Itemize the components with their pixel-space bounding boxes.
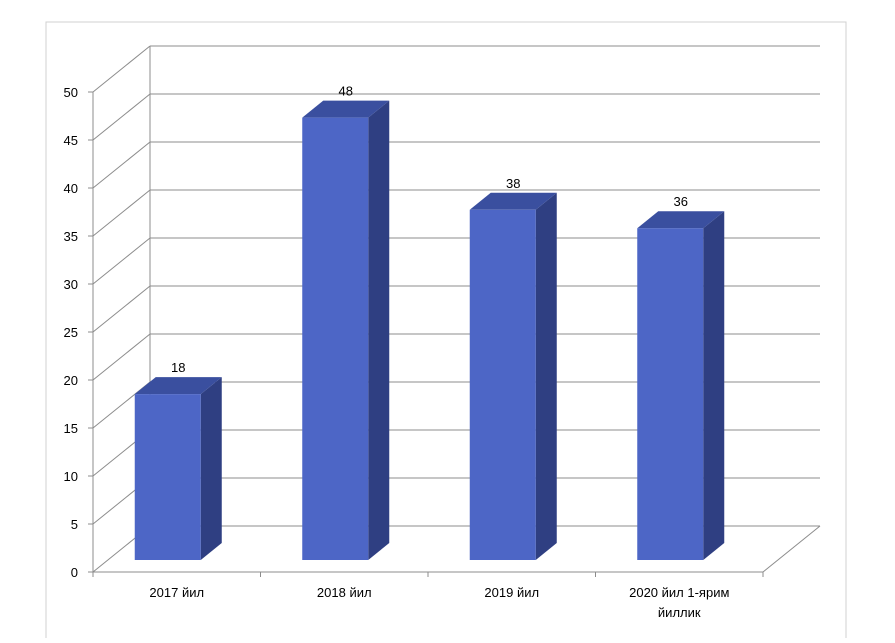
- bar-top: [469, 192, 557, 210]
- y-tick-label: 10: [64, 469, 78, 484]
- y-tick-label: 25: [64, 325, 78, 340]
- gridline-diagonal: [92, 333, 151, 381]
- y-tick-label: 40: [64, 181, 78, 196]
- bar-front: [637, 228, 704, 560]
- floor-edge: [762, 525, 821, 573]
- bar-front: [134, 394, 201, 560]
- bar-front: [469, 209, 536, 561]
- bar: [134, 377, 222, 560]
- bar-front: [302, 117, 369, 560]
- y-tick-label: 50: [64, 85, 78, 100]
- x-category-label: 2017 йил: [149, 585, 204, 600]
- bar-side: [368, 100, 390, 560]
- x-category-label: йиллик: [658, 605, 701, 620]
- bar: [302, 100, 390, 560]
- bar-side: [200, 377, 222, 560]
- bars: [134, 100, 725, 561]
- y-tick-label: 45: [64, 133, 78, 148]
- y-tick-label: 15: [64, 421, 78, 436]
- gridline-diagonal: [92, 237, 151, 285]
- data-labels: 18 48 38 36: [171, 84, 688, 375]
- gridline-diagonal: [92, 141, 151, 189]
- x-category-label: 2020 йил 1-ярим: [629, 585, 729, 600]
- y-tick-label: 0: [71, 565, 78, 580]
- y-axis-ticks: 0 5 10 15 20 25 30 35 40 45 50: [64, 85, 78, 580]
- bar-side: [535, 192, 557, 561]
- data-label: 18: [171, 360, 185, 375]
- bar: [637, 211, 725, 560]
- y-tick-label: 35: [64, 229, 78, 244]
- gridline-diagonal: [92, 45, 151, 93]
- x-axis-categories: 2017 йил 2018 йил 2019 йил 2020 йил 1-ярим й…: [149, 585, 729, 620]
- x-category-label: 2018 йил: [317, 585, 372, 600]
- y-tick-label: 30: [64, 277, 78, 292]
- bar-side: [703, 211, 725, 560]
- gridline-diagonal: [92, 285, 151, 333]
- bar-top: [302, 100, 390, 118]
- bar-top: [134, 377, 222, 395]
- bar-top: [637, 211, 725, 229]
- y-tick-label: 5: [71, 517, 78, 532]
- data-label: 38: [506, 176, 520, 191]
- data-label: 48: [339, 84, 353, 99]
- y-tick-label: 20: [64, 373, 78, 388]
- data-label: 36: [674, 194, 688, 209]
- gridline-diagonal: [92, 93, 151, 141]
- x-category-label: 2019 йил: [484, 585, 539, 600]
- bar: [469, 192, 557, 561]
- gridline-diagonal: [92, 189, 151, 237]
